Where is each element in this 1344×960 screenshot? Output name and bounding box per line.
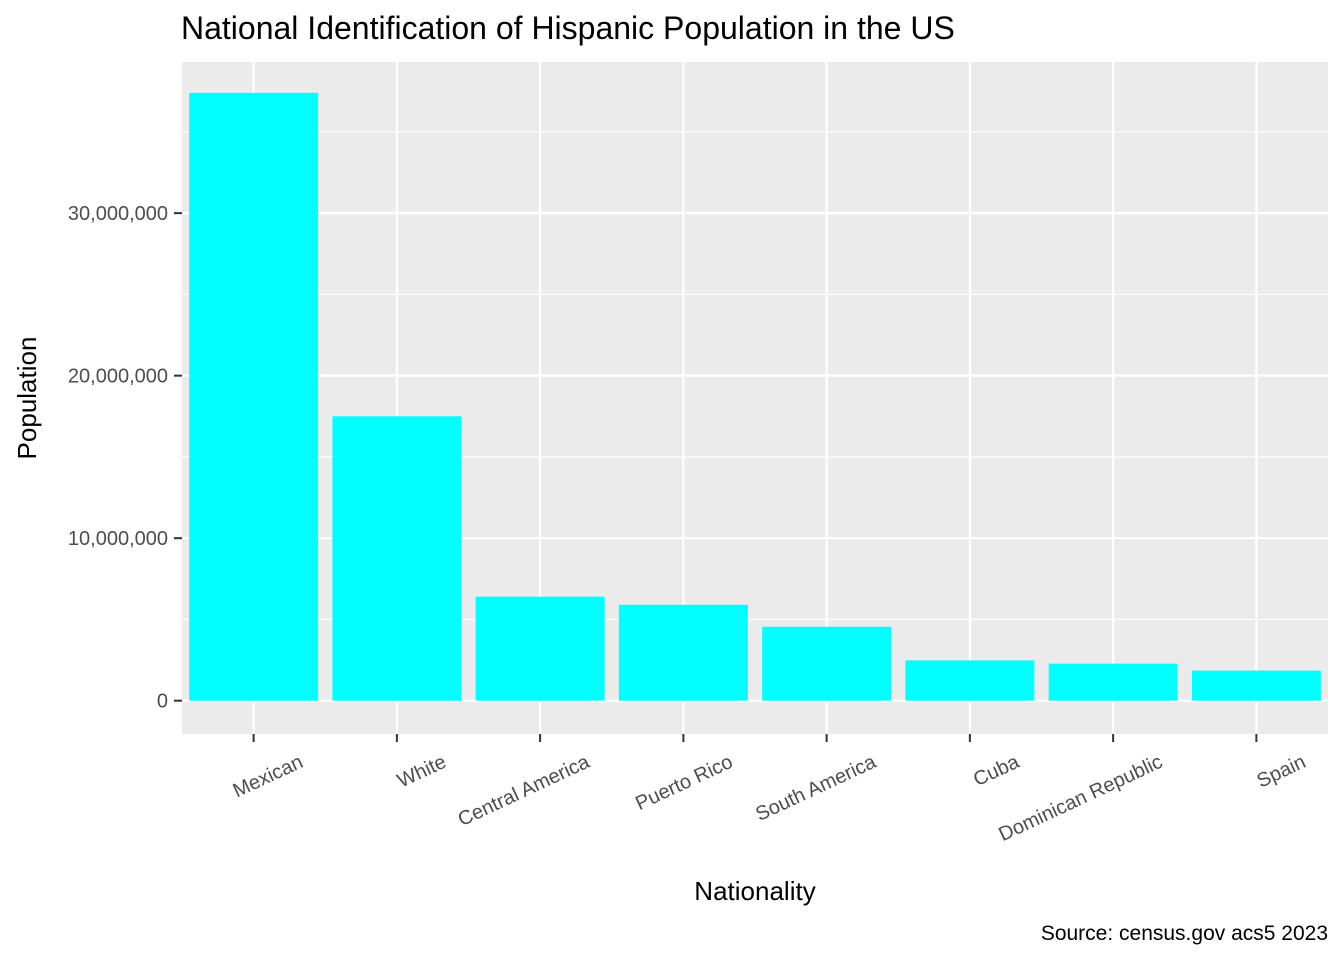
bar-mexican	[189, 92, 319, 701]
y-tick-label: 20,000,000	[68, 366, 168, 388]
y-tick-label: 10,000,000	[68, 528, 168, 550]
x-tick-label: Spain	[1254, 751, 1310, 793]
x-tick-label: Puerto Rico	[632, 751, 736, 815]
x-tick-label: Dominican Republic	[995, 751, 1166, 846]
x-tick-label: Central America	[455, 751, 594, 831]
bar-spain	[1191, 670, 1321, 701]
bar-white	[332, 416, 462, 701]
x-tick-label: Cuba	[970, 751, 1023, 792]
x-tick-label: South America	[752, 751, 880, 826]
chart-title: National Identification of Hispanic Popu…	[181, 10, 955, 46]
y-tick-label: 30,000,000	[68, 203, 168, 225]
x-axis-title: Nationality	[694, 876, 815, 906]
bar-dominican-republic	[1048, 663, 1178, 701]
bar-south-america	[762, 626, 892, 701]
x-tick-label: White	[394, 751, 450, 793]
y-tick-label: 0	[157, 691, 168, 713]
x-tick-label: Mexican	[230, 751, 307, 802]
bars	[189, 92, 1321, 701]
bar-cuba	[905, 660, 1035, 701]
bar-puerto-rico	[618, 604, 748, 701]
source-caption: Source: census.gov acs5 2023	[1041, 922, 1328, 945]
y-axis: 0 10,000,000 20,000,000 30,000,000	[68, 203, 182, 713]
y-axis-title: Population	[12, 337, 42, 460]
bar-central-america	[475, 596, 605, 701]
x-axis: Mexican White Central America Puerto Rico So…	[230, 734, 1310, 846]
